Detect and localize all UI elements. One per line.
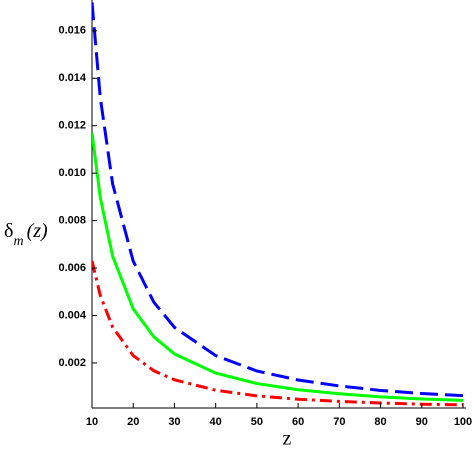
plot-area <box>92 2 464 407</box>
y-tick-label: 0.008 <box>58 215 86 227</box>
series-line <box>92 2 464 398</box>
y-tick-label: 0.004 <box>58 309 86 321</box>
series-line <box>92 260 464 407</box>
x-tick-label: 70 <box>333 416 345 428</box>
y-tick-label: 0.006 <box>58 262 86 274</box>
x-tick-label: 50 <box>251 416 263 428</box>
y-tick-label: 0.010 <box>58 167 86 179</box>
x-axis-title: z <box>283 428 292 450</box>
x-tick-label: 90 <box>416 416 428 428</box>
x-tick-label: 20 <box>127 416 139 428</box>
series-line <box>92 132 464 402</box>
x-tick-label: 100 <box>454 416 472 428</box>
x-tick-label: 10 <box>86 416 98 428</box>
x-tick-label: 60 <box>292 416 304 428</box>
x-tick-label: 40 <box>210 416 222 428</box>
y-axis-symbol: δ <box>4 220 13 242</box>
x-tick-label: 30 <box>168 416 180 428</box>
y-tick-label: 0.014 <box>58 72 86 84</box>
y-axis-subscript: m <box>13 234 23 249</box>
y-tick-label: 0.016 <box>58 25 86 37</box>
y-tick-label: 0.012 <box>58 120 86 132</box>
y-axis-title: δm (z) <box>4 220 48 250</box>
y-axis-argument: (z) <box>27 220 48 242</box>
y-tick-label: 0.002 <box>58 357 86 369</box>
x-tick-label: 80 <box>374 416 386 428</box>
